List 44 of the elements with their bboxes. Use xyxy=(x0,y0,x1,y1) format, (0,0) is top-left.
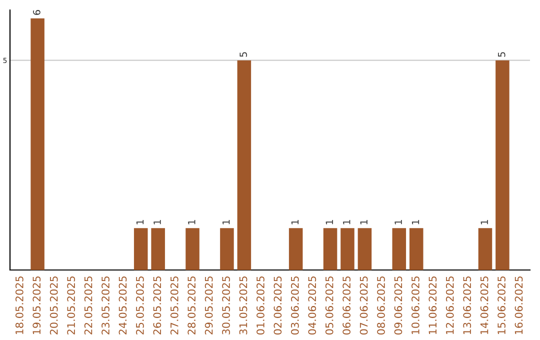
data-label: 5 xyxy=(240,52,247,57)
x-tick-label: 04.06.2025 xyxy=(308,276,316,335)
x-tick-label: 13.06.2025 xyxy=(463,276,472,334)
x-tick-label: 16.06.2025 xyxy=(514,276,523,334)
data-label: 1 xyxy=(188,220,196,224)
x-tick-label: 08.06.2025 xyxy=(377,276,385,335)
data-label: 1 xyxy=(394,220,402,224)
x-tick-label: 24.05.2025 xyxy=(118,276,127,334)
data-label: 5 xyxy=(498,52,506,57)
data-label: 1 xyxy=(412,220,420,224)
data-label: 1 xyxy=(480,220,488,224)
x-tick-label: 10.06.2025 xyxy=(412,276,420,334)
x-tick-label: 09.06.2025 xyxy=(394,276,402,335)
x-tick-label: 25.05.2025 xyxy=(136,276,144,334)
x-tick-label: 22.05.2025 xyxy=(84,276,92,334)
x-tick-label: 02.06.2025 xyxy=(274,276,282,335)
x-tick-label: 21.05.2025 xyxy=(67,276,76,334)
x-tick-label: 18.05.2025 xyxy=(15,276,24,334)
data-label: 1 xyxy=(343,220,350,224)
x-tick-label: 31.05.2025 xyxy=(239,276,248,334)
x-tick-label: 01.06.2025 xyxy=(256,276,264,335)
x-tick-label: 23.05.2025 xyxy=(102,276,110,334)
data-label: 1 xyxy=(222,220,230,224)
x-tick-label: 12.06.2025 xyxy=(446,276,454,334)
data-label: 1 xyxy=(326,220,333,224)
x-tick-label: 28.05.2025 xyxy=(188,276,196,334)
x-tick-label: 29.05.2025 xyxy=(204,276,213,334)
x-tick-label: 26.05.2025 xyxy=(153,276,162,334)
data-label: 1 xyxy=(136,220,144,224)
x-tick-label: 27.05.2025 xyxy=(170,276,178,334)
x-tick-label: 06.06.2025 xyxy=(342,276,351,335)
x-tick-label: 05.06.2025 xyxy=(325,276,334,335)
x-tick-label: 15.06.2025 xyxy=(498,276,506,334)
data-label: 1 xyxy=(154,220,161,224)
x-tick-label: 11.06.2025 xyxy=(428,276,437,334)
x-tick-label: 20.05.2025 xyxy=(50,276,58,334)
data-label: 1 xyxy=(291,220,299,224)
x-tick-label: 14.06.2025 xyxy=(480,276,488,334)
x-tick-label: 07.06.2025 xyxy=(360,276,368,335)
x-tick-label: 30.05.2025 xyxy=(222,276,230,334)
x-tick-label: 19.05.2025 xyxy=(32,276,41,334)
data-label: 6 xyxy=(33,10,40,15)
x-tick-label: 03.06.2025 xyxy=(290,276,299,335)
data-label: 1 xyxy=(360,220,368,224)
